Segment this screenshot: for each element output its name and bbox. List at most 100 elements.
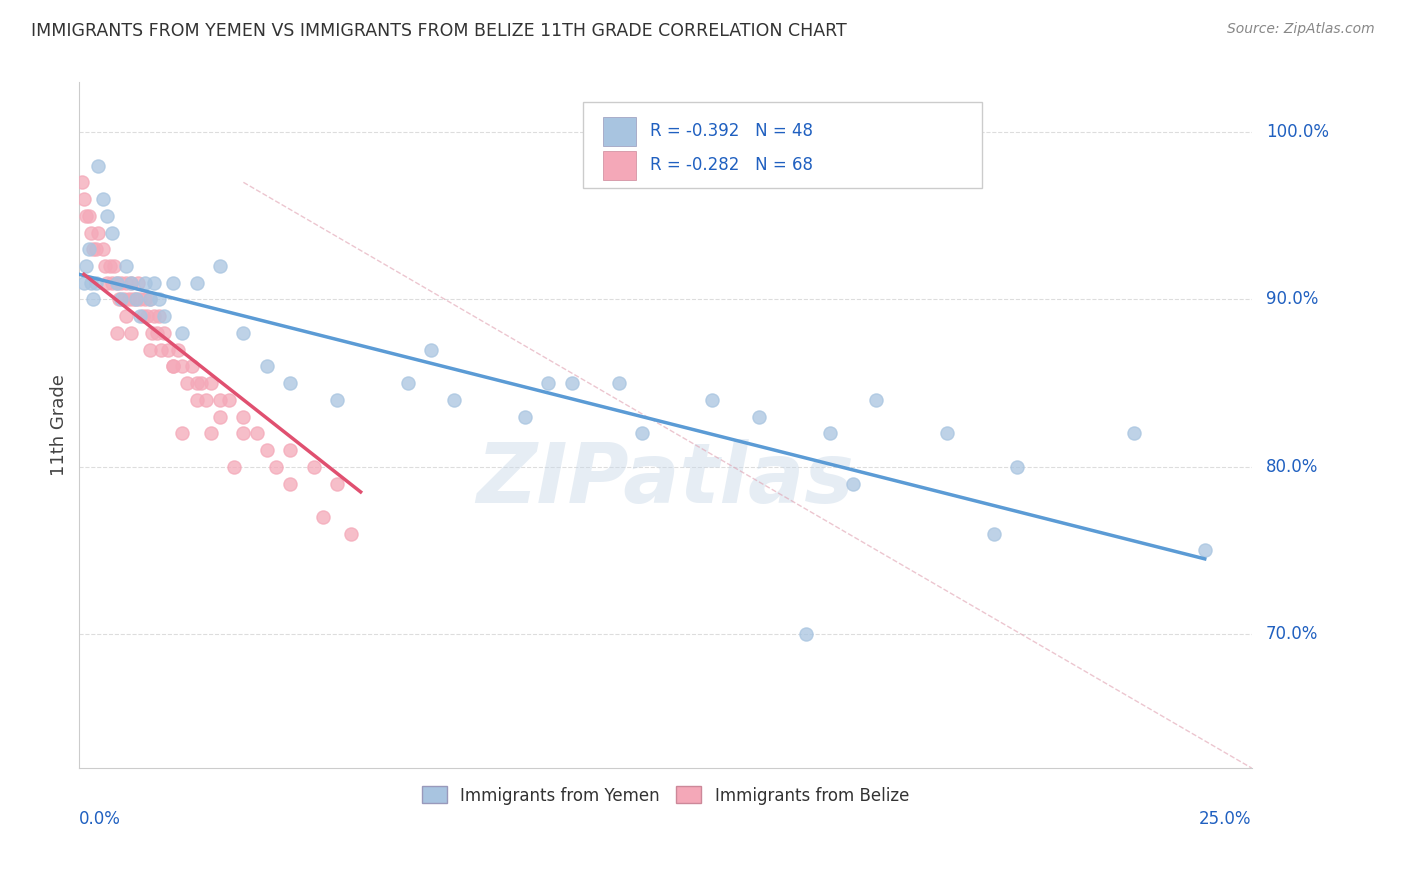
Point [148, 293, 170, 307]
Point [278, 476, 301, 491]
Legend: Immigrants from Yemen, Immigrants from Belize: Immigrants from Yemen, Immigrants from B… [415, 780, 915, 811]
Point [82, 293, 104, 307]
Point [124, 293, 146, 307]
Point [396, 376, 419, 391]
Point [631, 426, 654, 441]
Point [129, 293, 152, 307]
Point [77, 242, 100, 256]
Point [190, 376, 212, 391]
Point [1123, 426, 1146, 441]
Point [122, 293, 145, 307]
Point [120, 276, 142, 290]
Point [110, 276, 132, 290]
FancyBboxPatch shape [603, 117, 636, 145]
Point [152, 309, 174, 323]
Point [138, 343, 160, 357]
Text: 70.0%: 70.0% [1265, 625, 1317, 643]
Point [120, 276, 142, 290]
Point [110, 293, 132, 307]
Point [91, 242, 114, 256]
Point [105, 276, 128, 290]
Point [256, 359, 278, 374]
Point [180, 359, 202, 374]
Point [200, 376, 222, 391]
Point [84, 276, 107, 290]
Point [420, 343, 443, 357]
Point [865, 392, 887, 407]
Point [134, 293, 156, 307]
Point [794, 627, 817, 641]
Point [73, 192, 96, 206]
Point [264, 459, 287, 474]
Text: R = -0.392   N = 48: R = -0.392 N = 48 [650, 122, 813, 140]
Point [172, 426, 194, 441]
Point [134, 276, 156, 290]
Point [200, 426, 222, 441]
Point [208, 409, 231, 424]
Point [1194, 543, 1216, 558]
Point [162, 359, 184, 374]
Point [82, 242, 104, 256]
Point [278, 376, 301, 391]
Point [115, 259, 138, 273]
Point [80, 226, 103, 240]
Point [172, 326, 194, 340]
Point [935, 426, 957, 441]
Text: 100.0%: 100.0% [1265, 123, 1329, 141]
Text: ZIPatlas: ZIPatlas [477, 440, 855, 520]
Point [138, 293, 160, 307]
Point [127, 276, 149, 290]
Point [607, 376, 630, 391]
Point [105, 276, 128, 290]
Point [75, 209, 97, 223]
Point [105, 326, 128, 340]
Point [101, 276, 124, 290]
Point [302, 459, 325, 474]
Point [166, 343, 188, 357]
Text: IMMIGRANTS FROM YEMEN VS IMMIGRANTS FROM BELIZE 11TH GRADE CORRELATION CHART: IMMIGRANTS FROM YEMEN VS IMMIGRANTS FROM… [31, 22, 846, 40]
Point [152, 326, 174, 340]
Point [141, 326, 163, 340]
Point [186, 276, 208, 290]
Point [150, 343, 173, 357]
Point [208, 259, 231, 273]
Point [115, 309, 138, 323]
Point [246, 426, 269, 441]
Point [108, 293, 131, 307]
Point [129, 309, 152, 323]
Point [172, 359, 194, 374]
Point [537, 376, 560, 391]
Point [326, 476, 349, 491]
Point [87, 159, 110, 173]
Point [96, 209, 118, 223]
Point [96, 276, 118, 290]
Point [278, 443, 301, 458]
Text: 0.0%: 0.0% [79, 810, 121, 828]
Point [120, 326, 142, 340]
Point [561, 376, 583, 391]
Point [176, 376, 198, 391]
Point [77, 209, 100, 223]
Point [702, 392, 724, 407]
Point [145, 326, 167, 340]
Point [73, 276, 96, 290]
Point [256, 443, 278, 458]
Point [98, 259, 121, 273]
FancyBboxPatch shape [603, 151, 636, 179]
Point [194, 392, 217, 407]
Point [131, 309, 153, 323]
Point [232, 409, 254, 424]
Point [124, 293, 146, 307]
Point [112, 293, 135, 307]
Point [117, 293, 139, 307]
Text: 25.0%: 25.0% [1199, 810, 1251, 828]
Point [101, 226, 124, 240]
Text: Source: ZipAtlas.com: Source: ZipAtlas.com [1227, 22, 1375, 37]
Y-axis label: 11th Grade: 11th Grade [51, 374, 67, 476]
Point [115, 276, 138, 290]
Point [1005, 459, 1028, 474]
Point [143, 276, 166, 290]
Point [340, 526, 363, 541]
Text: 80.0%: 80.0% [1265, 458, 1317, 475]
Point [312, 510, 335, 524]
